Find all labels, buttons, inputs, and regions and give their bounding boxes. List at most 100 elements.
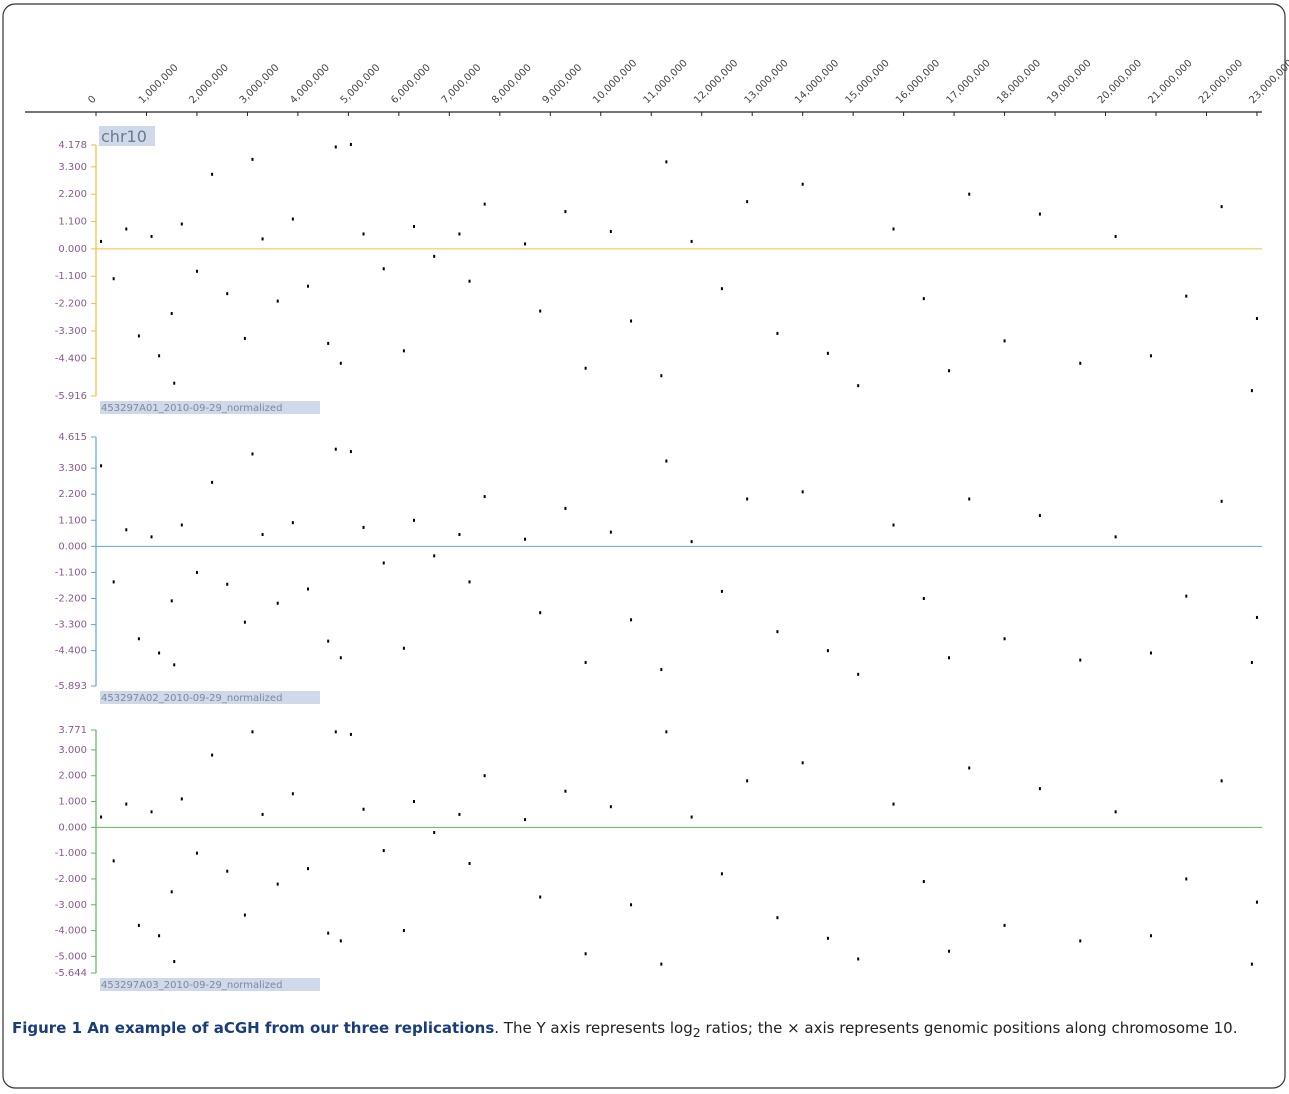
data-point bbox=[1038, 787, 1041, 791]
y-tick-label: -3.000 bbox=[55, 900, 87, 911]
data-point bbox=[483, 202, 486, 206]
data-point bbox=[251, 157, 254, 161]
data-point bbox=[1149, 651, 1152, 655]
data-point bbox=[112, 859, 115, 863]
data-point bbox=[339, 361, 342, 365]
data-point bbox=[1250, 389, 1253, 393]
data-point bbox=[801, 761, 804, 765]
data-point bbox=[243, 336, 246, 340]
data-point bbox=[334, 145, 337, 149]
data-point bbox=[100, 239, 103, 243]
data-point bbox=[150, 234, 153, 238]
data-point bbox=[339, 939, 342, 943]
data-point bbox=[458, 812, 461, 816]
x-tick-label: 2,000,000 bbox=[187, 62, 231, 106]
data-point bbox=[746, 497, 749, 501]
data-point bbox=[660, 668, 663, 672]
data-point bbox=[150, 535, 153, 539]
panel-title: chr10 bbox=[101, 127, 147, 146]
data-point bbox=[524, 537, 527, 541]
data-point bbox=[1003, 923, 1006, 927]
data-point bbox=[458, 232, 461, 236]
data-point bbox=[137, 334, 140, 338]
data-point bbox=[261, 237, 264, 241]
y-tick-label: -2.200 bbox=[55, 593, 87, 604]
y-tick-label: 3.300 bbox=[58, 463, 87, 474]
data-point bbox=[100, 815, 103, 819]
label-highlight bbox=[100, 401, 320, 414]
data-point bbox=[339, 656, 342, 660]
data-point bbox=[173, 663, 176, 667]
data-point bbox=[776, 630, 779, 634]
data-point bbox=[402, 349, 405, 353]
y-tick-label: -3.300 bbox=[55, 620, 87, 631]
x-tick-label: 23,000,000 bbox=[1247, 58, 1289, 106]
x-tick-label: 19,000,000 bbox=[1045, 58, 1093, 106]
data-point bbox=[276, 299, 279, 303]
data-point bbox=[968, 766, 971, 770]
data-point bbox=[1220, 205, 1223, 209]
data-point bbox=[483, 495, 486, 499]
x-tick-label: 5,000,000 bbox=[339, 62, 383, 106]
data-point bbox=[1250, 660, 1253, 664]
data-point bbox=[892, 523, 895, 527]
data-point bbox=[100, 464, 103, 468]
data-point bbox=[922, 880, 925, 884]
data-point bbox=[660, 374, 663, 378]
y-tick-label: -2.000 bbox=[55, 874, 87, 885]
data-point bbox=[243, 913, 246, 917]
data-point bbox=[968, 497, 971, 501]
data-point bbox=[243, 620, 246, 624]
data-point bbox=[1079, 658, 1082, 662]
x-tick-label: 22,000,000 bbox=[1197, 58, 1245, 106]
data-point bbox=[1079, 939, 1082, 943]
data-point bbox=[630, 319, 633, 323]
data-point bbox=[857, 672, 860, 676]
data-point bbox=[948, 656, 951, 660]
data-point bbox=[170, 599, 173, 603]
data-point bbox=[826, 936, 829, 940]
x-tick-label: 15,000,000 bbox=[843, 58, 891, 106]
data-point bbox=[251, 730, 254, 734]
data-point bbox=[362, 807, 365, 811]
x-tick-label: 18,000,000 bbox=[995, 58, 1043, 106]
data-point bbox=[327, 931, 330, 935]
caption-sub: 2 bbox=[692, 1025, 701, 1040]
y-tick-label: -5.000 bbox=[55, 951, 87, 962]
data-point bbox=[362, 525, 365, 529]
y-tick-label: -4.000 bbox=[55, 926, 87, 937]
y-tick-label: -1.100 bbox=[55, 567, 87, 578]
data-point bbox=[180, 222, 183, 226]
data-point bbox=[261, 533, 264, 537]
data-point bbox=[276, 601, 279, 605]
data-point bbox=[251, 452, 254, 456]
data-point bbox=[150, 810, 153, 814]
data-point bbox=[158, 354, 161, 358]
x-tick-label: 6,000,000 bbox=[389, 62, 433, 106]
data-point bbox=[584, 366, 587, 370]
data-point bbox=[349, 732, 352, 736]
data-point bbox=[362, 232, 365, 236]
data-point bbox=[720, 589, 723, 593]
data-point bbox=[524, 818, 527, 822]
data-point bbox=[307, 867, 309, 871]
data-point bbox=[609, 805, 612, 809]
y-tick-label: 3.771 bbox=[58, 725, 87, 736]
data-point bbox=[1185, 294, 1188, 298]
data-point bbox=[327, 341, 330, 345]
data-point bbox=[1255, 317, 1258, 321]
data-point bbox=[291, 792, 294, 796]
x-tick-label: 21,000,000 bbox=[1146, 58, 1194, 106]
data-point bbox=[413, 518, 415, 522]
data-point bbox=[349, 142, 352, 146]
data-point bbox=[327, 639, 330, 643]
data-point bbox=[630, 903, 633, 907]
data-point bbox=[211, 753, 214, 757]
data-point bbox=[922, 297, 925, 301]
data-point bbox=[1114, 535, 1117, 539]
x-tick-label: 8,000,000 bbox=[490, 62, 534, 106]
data-point bbox=[226, 582, 229, 586]
x-tick-label: 4,000,000 bbox=[288, 62, 332, 106]
data-point bbox=[112, 580, 115, 584]
data-point bbox=[382, 267, 385, 271]
